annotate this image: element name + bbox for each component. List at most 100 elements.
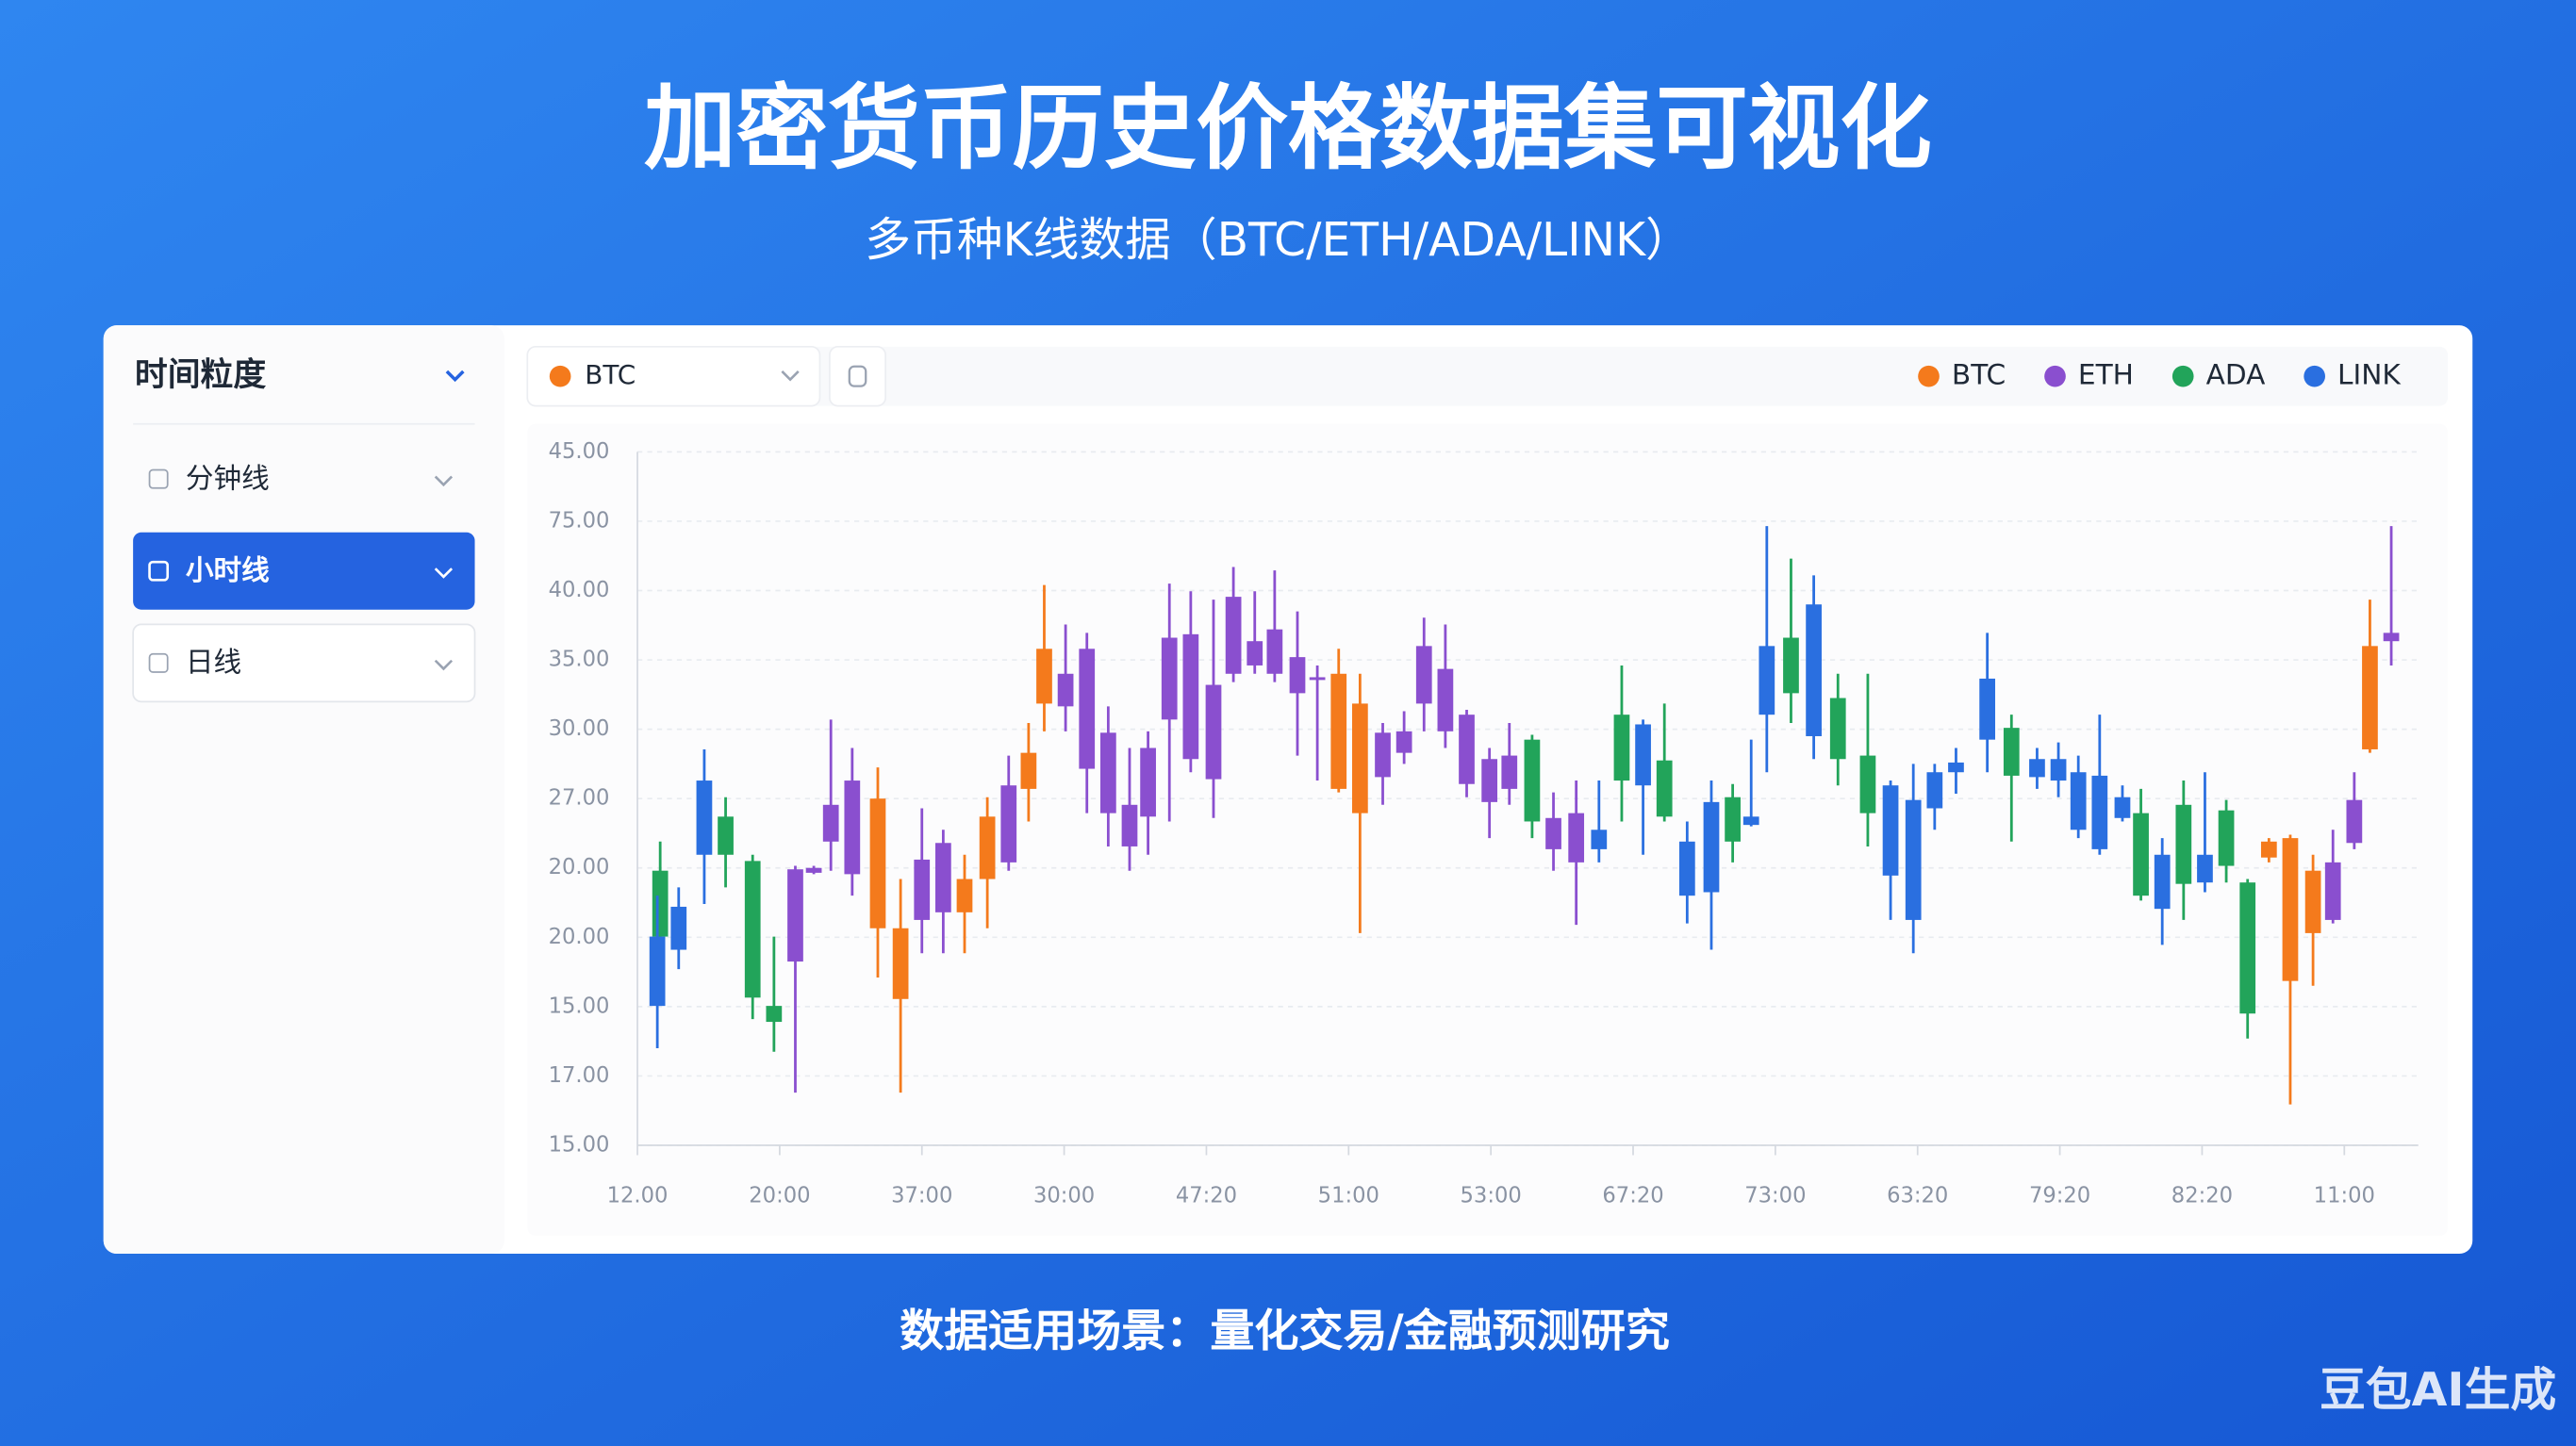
legend-label: BTC (1952, 359, 2006, 391)
plot: 15.00 17.00 15.00 20.00 20.00 27.00 30.00 35.00… (549, 439, 2419, 1208)
legend-label: ADA (2206, 359, 2267, 391)
candle-body (1806, 604, 1822, 736)
candle-body (1057, 673, 1074, 707)
x-tick-label: 79:20 (2029, 1184, 2090, 1208)
candle-body (2029, 759, 2045, 778)
candle-body (1375, 732, 1391, 778)
y-tick-label: 30.00 (549, 716, 610, 741)
x-tick-label: 53:00 (1461, 1184, 1522, 1208)
candle-body (2324, 862, 2341, 920)
candle-body (1481, 759, 1498, 802)
chevron[interactable] (434, 659, 454, 671)
option-label: 小时线 (186, 554, 270, 586)
checkbox[interactable] (148, 468, 169, 489)
y-tick-label: 75.00 (549, 508, 610, 533)
candle-body (2050, 759, 2067, 781)
candle-body (1182, 633, 1199, 760)
chevron[interactable] (434, 567, 454, 579)
candle-body (1309, 677, 1326, 681)
legend: BTC ETH ADA LINK (1918, 359, 2402, 391)
candle-body (1330, 673, 1347, 789)
coin-select[interactable] (526, 345, 821, 407)
candle-body (935, 843, 951, 912)
candle-body (1247, 641, 1263, 665)
candle-body (649, 936, 666, 1007)
candle-body (2239, 882, 2256, 1014)
candle-body (2003, 728, 2020, 776)
candle-body (1352, 703, 1368, 813)
page-title: 加密货币历史价格数据集可视化 (644, 75, 1932, 183)
candle-body (787, 869, 803, 962)
option-row[interactable] (132, 623, 476, 703)
candle-body (1459, 715, 1475, 784)
coin-dot (549, 365, 571, 387)
candle-body (1635, 724, 1651, 786)
candle-body (744, 861, 761, 998)
candle-body (1678, 841, 1695, 896)
candle-body (1020, 752, 1037, 789)
candle-body (1591, 830, 1608, 849)
option-row[interactable] (133, 440, 475, 518)
candle-body (1395, 731, 1412, 753)
legend-label: ETH (2078, 359, 2134, 391)
candle-body (718, 816, 734, 855)
option-row-selected[interactable] (133, 532, 475, 610)
candle-body (1568, 813, 1585, 863)
candle-body (1099, 732, 1116, 813)
option-label: 日线 (186, 647, 241, 679)
toolbar (527, 346, 2449, 406)
candle-body (1979, 678, 1996, 740)
chevron[interactable] (434, 475, 454, 487)
candle-body (869, 798, 886, 928)
y-tick-label: 40.00 (549, 578, 610, 602)
chevron[interactable] (781, 370, 800, 382)
y-tick-label: 27.00 (549, 786, 610, 811)
x-tick-label: 37:00 (891, 1184, 952, 1208)
coin-select-value: BTC (585, 359, 636, 390)
checkbox[interactable] (148, 652, 169, 673)
candle-body (2175, 804, 2192, 884)
candle-body (2114, 797, 2131, 818)
candle-body (1859, 755, 1876, 813)
x-tick-label: 63:20 (1887, 1184, 1948, 1208)
page-subtitle: 多币种K线数据（BTC/ETH/ADA/LINK） (865, 213, 1692, 267)
x-tick-label: 20:00 (749, 1184, 810, 1208)
candle-body (1703, 801, 1720, 893)
candle-body (2304, 870, 2321, 933)
candle-body (2260, 841, 2277, 858)
x-tick-label: 73:00 (1744, 1184, 1806, 1208)
candle-body (844, 781, 861, 875)
chevron[interactable] (445, 370, 465, 383)
candle-body (1524, 739, 1541, 822)
footer-note: 数据适用场景：量化交易/金融预测研究 (900, 1306, 1670, 1357)
icon-button[interactable] (829, 345, 886, 407)
candle-body (1036, 649, 1052, 704)
candle-body (1882, 785, 1899, 876)
x-tick-label: 47:20 (1176, 1184, 1237, 1208)
candle-body (1926, 772, 1943, 809)
candle-body (1545, 817, 1561, 849)
candle-body (805, 867, 822, 873)
y-tick-label: 15.00 (549, 1132, 610, 1157)
y-tick-label: 35.00 (549, 648, 610, 672)
candle-body (914, 859, 931, 920)
x-tick-label: 82:20 (2171, 1184, 2233, 1208)
y-tick-label: 17.00 (549, 1063, 610, 1088)
candle-body (1205, 684, 1222, 780)
candle-body (1266, 629, 1283, 674)
legend-swatch (2171, 365, 2194, 387)
y-tick-label: 15.00 (549, 994, 610, 1018)
candle-body (1140, 748, 1156, 817)
checkbox[interactable] (148, 560, 170, 582)
candle-body (2070, 772, 2087, 830)
x-tick-label: 11:00 (2314, 1184, 2375, 1208)
candle-body (696, 781, 713, 855)
legend-swatch (1918, 365, 1940, 387)
candle-body (2346, 799, 2363, 844)
candle-body (1289, 657, 1306, 694)
candle-body (1613, 715, 1630, 781)
candle-body (652, 870, 669, 937)
plot-panel (527, 423, 2449, 1236)
candle-body (1415, 646, 1432, 704)
candle-body (1079, 649, 1096, 769)
